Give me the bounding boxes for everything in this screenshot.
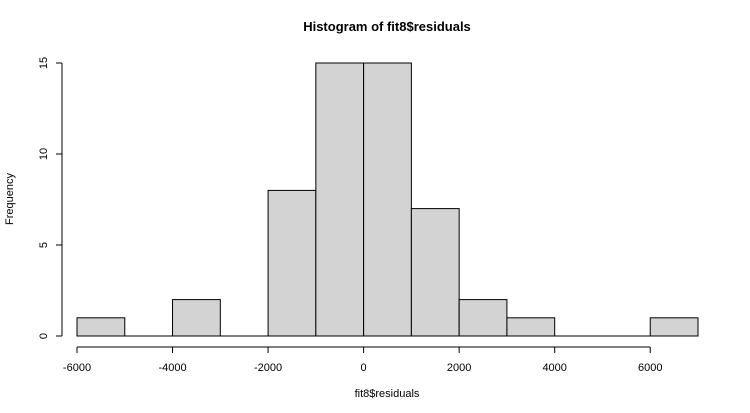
bars-group [76,62,699,337]
histogram-bar [315,62,365,337]
y-tick-label: 10 [38,148,50,160]
y-axis: 0 5 10 15 [38,57,63,339]
x-axis: -6000 -4000 -2000 0 2000 4000 6000 [63,346,662,374]
x-tick-label: -2000 [254,362,282,374]
x-tick-label: -4000 [158,362,186,374]
histogram-bar [649,317,699,337]
x-tick-label: -6000 [63,362,91,374]
y-tick-label: 0 [38,333,50,339]
histogram-bar [267,189,317,337]
histogram-bar [458,299,508,337]
y-tick-label: 15 [38,57,50,69]
chart-title: Histogram of fit8$residuals [303,19,471,34]
y-axis-label: Frequency [4,173,16,225]
histogram-bar [76,317,126,337]
x-axis-label: fit8$residuals [355,388,420,400]
y-tick-label: 5 [38,242,50,248]
x-tick-label: 4000 [542,362,566,374]
x-tick-label: 2000 [447,362,471,374]
histogram-bar [410,208,460,337]
x-tick-label: 6000 [638,362,662,374]
x-tick-label: 0 [361,362,367,374]
histogram-bar [172,299,221,337]
histogram-bar [363,62,412,337]
histogram-bar [506,317,556,337]
